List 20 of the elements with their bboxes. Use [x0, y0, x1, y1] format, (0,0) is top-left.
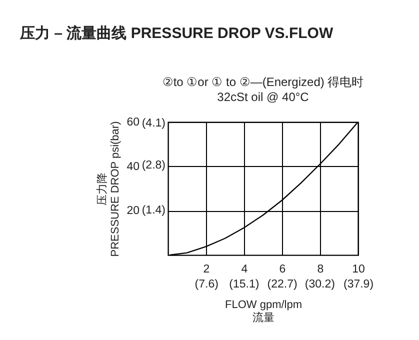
y-tick-label: 60 [126, 116, 140, 128]
chart-title: 压力 – 流量曲线 PRESSURE DROP VS.FLOW [20, 24, 334, 43]
x-tick-label: 6 [279, 264, 286, 276]
x2-tick-label: (30.2) [304, 278, 336, 290]
x2-tick-label: (37.9) [343, 278, 374, 290]
x-axis-title: FLOW gpm/lpm 流量 [224, 299, 302, 324]
y2-tick-label: (1.4) [142, 204, 166, 216]
chart-subtitle: ②to ①or ① to ②—(Energized) 得电时 32cSt oil @ 40°C [162, 75, 364, 104]
y-tick-label: 40 [126, 160, 140, 173]
y2-tick-label: (4.1) [142, 118, 166, 130]
x-tick-label: 8 [317, 264, 324, 276]
x2-tick-label: (15.1) [229, 278, 260, 290]
x2-tick-label: (7.6) [194, 278, 219, 290]
y2-tick-label: (2.8) [142, 159, 166, 172]
x-tick-label: 4 [241, 264, 248, 276]
x2-tick-label: (22.7) [267, 278, 298, 290]
y-tick-label: 20 [126, 205, 140, 218]
x-tick-label: 10 [352, 264, 365, 276]
y-axis-title: 压力降 PRESSURE DROP psi(bar) [96, 121, 122, 257]
x-tick-label: 2 [203, 264, 210, 276]
